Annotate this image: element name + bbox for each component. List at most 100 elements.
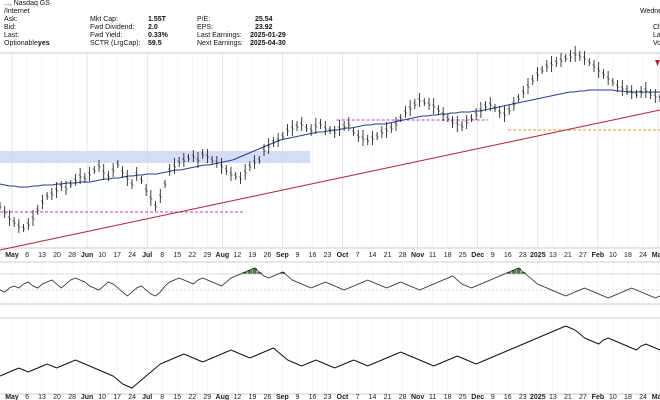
month-tick-bottom-19: 9 <box>295 394 299 400</box>
month-tick-bottom-13: 29 <box>203 394 211 400</box>
month-tick-bottom-16: 19 <box>248 394 256 400</box>
month-tick-top-32: 9 <box>491 252 495 259</box>
month-tick-bottom-12: 22 <box>188 394 196 400</box>
month-tick-bottom-7: 17 <box>113 394 121 400</box>
chart-header: ..., Nasdaq GS /Internet Ask: Bid: Last:… <box>0 0 660 52</box>
osc-fill <box>243 268 526 274</box>
month-tick-bottom-25: 21 <box>384 394 392 400</box>
month-tick-bottom-0: May <box>5 394 19 400</box>
sctr-label: SCTR (LrgCap): <box>90 40 141 47</box>
month-tick-bottom-37: 21 <box>564 394 572 400</box>
month-tick-bottom-21: 23 <box>324 394 332 400</box>
month-tick-top-10: 8 <box>160 252 164 259</box>
month-tick-bottom-38: 27 <box>579 394 587 400</box>
month-tick-top-9: Jul <box>142 252 152 259</box>
eps-label: EPS: <box>197 24 213 31</box>
ma50-line <box>0 89 660 188</box>
month-tick-bottom-34: 23 <box>519 394 527 400</box>
pe-value: 25.54 <box>255 16 273 23</box>
month-tick-top-12: 22 <box>188 252 196 259</box>
right-marker-icon <box>655 60 660 66</box>
fwddiv-value: 2.0 <box>148 24 158 31</box>
month-tick-bottom-32: 9 <box>491 394 495 400</box>
ask-label: Ask: <box>4 16 18 23</box>
month-tick-bottom-28: 11 <box>429 394 436 400</box>
last-label: Last: <box>4 32 20 39</box>
chart-lines <box>0 46 660 251</box>
mktcap-label: Mkt Cap: <box>90 16 119 23</box>
month-tick-top-36: 13 <box>549 252 557 259</box>
month-tick-top-28: 11 <box>429 252 436 259</box>
month-tick-top-41: 18 <box>624 252 632 259</box>
month-tick-bottom-5: Jun <box>81 394 93 400</box>
ma200-line <box>0 109 660 251</box>
month-tick-bottom-43: Mar <box>652 394 660 400</box>
osc-line <box>0 267 660 299</box>
symbol-title: ..., Nasdaq GS <box>4 0 50 7</box>
month-tick-bottom-30: 25 <box>459 394 467 400</box>
month-tick-top-3: 20 <box>53 252 61 259</box>
month-tick-top-26: 28 <box>399 252 407 259</box>
month-tick-bottom-17: 26 <box>263 394 271 400</box>
month-tick-bottom-31: Dec <box>471 394 484 400</box>
month-tick-top-31: Dec <box>471 252 484 259</box>
axis-ticks: May May 6 6 13 13 20 20 28 28 Jun Jun 10 10 17 17 24 24 Ju… <box>5 60 660 400</box>
month-tick-bottom-29: 18 <box>444 394 452 400</box>
month-tick-top-42: 24 <box>639 252 647 259</box>
month-tick-top-20: 16 <box>309 252 317 259</box>
mktcap-value: 1.55T <box>148 16 166 23</box>
month-tick-top-2: 13 <box>38 252 46 259</box>
lastearn-value: 2025-01-29 <box>250 32 286 39</box>
month-tick-top-11: 15 <box>173 252 181 259</box>
month-tick-top-8: 24 <box>128 252 136 259</box>
chart-grid <box>0 52 660 395</box>
month-tick-top-18: Sep <box>276 252 289 259</box>
eps-value: 23.92 <box>255 24 273 31</box>
month-tick-bottom-42: 24 <box>639 394 647 400</box>
month-tick-bottom-26: 28 <box>399 394 407 400</box>
month-tick-bottom-41: 18 <box>624 394 632 400</box>
right-vo-label: Vo <box>653 40 660 47</box>
month-tick-top-30: 25 <box>459 252 467 259</box>
resistance-band <box>0 151 310 163</box>
month-tick-bottom-24: 14 <box>369 394 377 400</box>
month-tick-bottom-35: 2025 <box>530 394 546 400</box>
month-tick-top-21: 23 <box>324 252 332 259</box>
month-tick-top-39: Feb <box>592 252 604 259</box>
month-tick-bottom-3: 20 <box>53 394 61 400</box>
month-tick-top-25: 21 <box>384 252 392 259</box>
month-tick-top-29: 18 <box>444 252 452 259</box>
month-tick-top-38: 27 <box>579 252 587 259</box>
month-tick-bottom-22: Oct <box>337 394 349 400</box>
month-tick-top-17: 26 <box>263 252 271 259</box>
month-tick-top-19: 9 <box>295 252 299 259</box>
month-tick-top-23: 7 <box>356 252 360 259</box>
month-tick-top-4: 28 <box>68 252 76 259</box>
right-day-label: Wedne <box>640 8 660 15</box>
month-tick-bottom-36: 13 <box>549 394 557 400</box>
sector-label: /Internet <box>4 8 30 15</box>
month-tick-bottom-10: 8 <box>160 394 164 400</box>
month-tick-bottom-18: Sep <box>276 394 289 400</box>
month-tick-bottom-15: 12 <box>233 394 241 400</box>
month-tick-top-6: 10 <box>98 252 106 259</box>
month-tick-bottom-33: 16 <box>504 394 512 400</box>
month-tick-top-7: 17 <box>113 252 121 259</box>
month-tick-top-33: 16 <box>504 252 512 259</box>
fwdyield-label: Fwd Yield: <box>90 32 123 39</box>
fwddiv-label: Fwd Dividend: <box>90 24 135 31</box>
month-tick-bottom-9: Jul <box>142 394 152 400</box>
month-tick-top-0: May <box>5 252 19 259</box>
month-tick-top-24: 14 <box>369 252 377 259</box>
nextearn-label: Next Earnings: <box>197 40 243 47</box>
month-tick-top-15: 12 <box>233 252 241 259</box>
right-la-label: La <box>653 32 660 39</box>
month-tick-top-14: Aug <box>216 252 230 259</box>
month-tick-top-27: Nov <box>411 252 424 259</box>
pe-label: P/E: <box>197 16 211 23</box>
fwdyield-value: 0.33% <box>148 32 168 39</box>
month-tick-bottom-27: Nov <box>411 394 424 400</box>
optionable-label: Optionable: <box>4 40 40 47</box>
month-tick-bottom-6: 10 <box>98 394 106 400</box>
